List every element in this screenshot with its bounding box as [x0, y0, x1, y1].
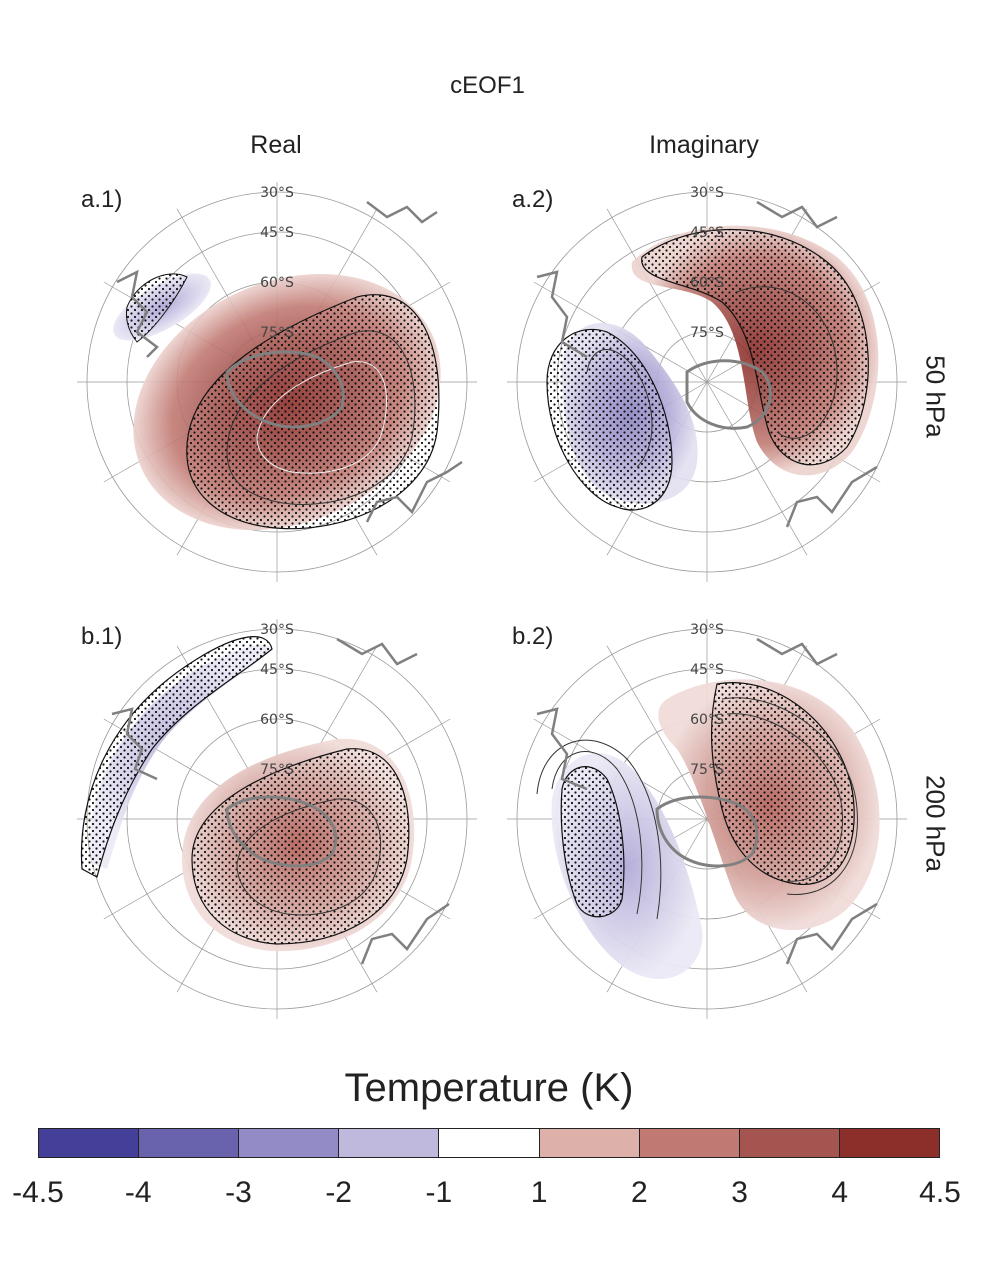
panel-label-b2: b.2) — [512, 623, 554, 650]
colorbar-title: Temperature (K) — [344, 1066, 634, 1110]
panel-label-b1: b.1) — [81, 623, 123, 650]
coastline — [536, 270, 588, 359]
coastline — [225, 795, 338, 868]
significance-stipple-region — [546, 328, 673, 511]
latitude-label: 75°S — [260, 325, 294, 341]
latitude-label: 30°S — [690, 185, 724, 201]
coastline — [655, 795, 759, 868]
row-label-50hpa: 50 hPa — [920, 355, 951, 438]
colorbar-segment — [139, 1129, 240, 1157]
map-panel-b2: 30°S 45°S 60°S 75°S — [507, 619, 907, 1019]
contour-line — [721, 697, 858, 896]
contour-line — [726, 713, 844, 882]
contour-line — [256, 361, 388, 474]
colorbar-tick-label: -4.5 — [12, 1176, 64, 1209]
colorbar-tick-label: 4.5 — [919, 1176, 961, 1209]
map-panel-a1: 30°S 45°S 60°S 75°S — [77, 182, 477, 582]
latitude-label: 75°S — [260, 762, 294, 778]
coastline — [111, 707, 158, 781]
meridian-line — [606, 645, 708, 820]
meridian-line — [706, 381, 808, 556]
colorbar-tick-label: -4 — [124, 1176, 152, 1209]
colorbar — [38, 1128, 940, 1158]
figure-title: cEOF1 — [450, 72, 525, 99]
coastline — [366, 201, 438, 224]
colorbar-tick-label: 2 — [630, 1176, 648, 1209]
coastline — [756, 637, 838, 666]
latitude-label: 60°S — [260, 712, 294, 728]
significance-stipple-region — [186, 294, 440, 530]
contour-line — [226, 330, 416, 505]
colorbar-segment — [839, 1129, 939, 1157]
panel-label-a2: a.2) — [512, 186, 554, 213]
latitude-label: 30°S — [690, 622, 724, 638]
row-label-200hpa: 200 hPa — [920, 775, 951, 872]
coastline — [785, 465, 878, 528]
significance-stipple-region — [641, 229, 869, 466]
column-title-imaginary: Imaginary — [649, 131, 759, 159]
colorbar-segment — [239, 1129, 340, 1157]
latitude-label: 45°S — [260, 662, 294, 678]
map-panel-a2: 30°S 45°S 60°S 75°S — [507, 182, 907, 582]
panel-label-a1: a.1) — [81, 186, 123, 213]
latitude-label: 60°S — [690, 275, 724, 291]
colorbar-tick-label: -3 — [225, 1176, 252, 1209]
coastline — [685, 359, 772, 430]
colorbar-segment — [739, 1129, 840, 1157]
coastline — [756, 200, 838, 229]
significance-stipple-region — [191, 748, 410, 945]
colorbar-tick-label: 1 — [530, 1176, 548, 1209]
coastline — [360, 902, 450, 965]
meridian-line — [606, 208, 708, 383]
latitude-label: 45°S — [690, 662, 724, 678]
significance-stipple-region — [80, 636, 273, 878]
colorbar-segment — [439, 1129, 540, 1157]
coastline — [536, 707, 588, 791]
colorbar-segment — [339, 1129, 440, 1157]
latitude-label: 60°S — [260, 275, 294, 291]
latitude-labels: 30°S 45°S 60°S 75°S — [260, 622, 294, 778]
map-panel-b1: 30°S 45°S 60°S 75°S — [77, 619, 477, 1019]
latitude-label: 30°S — [260, 622, 294, 638]
latitude-labels: 30°S 45°S 60°S 75°S — [690, 622, 724, 778]
coastline — [365, 460, 463, 523]
colorbar-segment — [539, 1129, 640, 1157]
contour-line — [736, 286, 838, 439]
colorbar-segment — [639, 1129, 740, 1157]
colorbar-tick-label: -2 — [325, 1176, 352, 1209]
contour-line — [536, 739, 662, 920]
coastline — [336, 637, 418, 666]
colorbar-segment — [39, 1129, 140, 1157]
coastline — [785, 902, 878, 965]
latitude-labels: 30°S 45°S 60°S 75°S — [260, 185, 294, 341]
column-title-real: Real — [250, 131, 302, 159]
latitude-label: 45°S — [260, 225, 294, 241]
latitude-label: 75°S — [690, 325, 724, 341]
latitude-label: 30°S — [260, 185, 294, 201]
coastline — [225, 350, 345, 429]
colorbar-tick-label: -1 — [425, 1176, 453, 1209]
colorbar-tick-label: 3 — [731, 1176, 748, 1209]
significance-stipple-region — [560, 766, 625, 918]
colorbar-tick-label: 4 — [831, 1176, 849, 1209]
latitude-label: 45°S — [690, 225, 724, 241]
latitude-labels: 30°S 45°S 60°S 75°S — [690, 185, 724, 341]
coastline — [116, 269, 159, 358]
contour-line — [236, 798, 382, 916]
contour-line — [586, 349, 653, 468]
latitude-label: 75°S — [690, 762, 724, 778]
latitude-label: 60°S — [690, 712, 724, 728]
